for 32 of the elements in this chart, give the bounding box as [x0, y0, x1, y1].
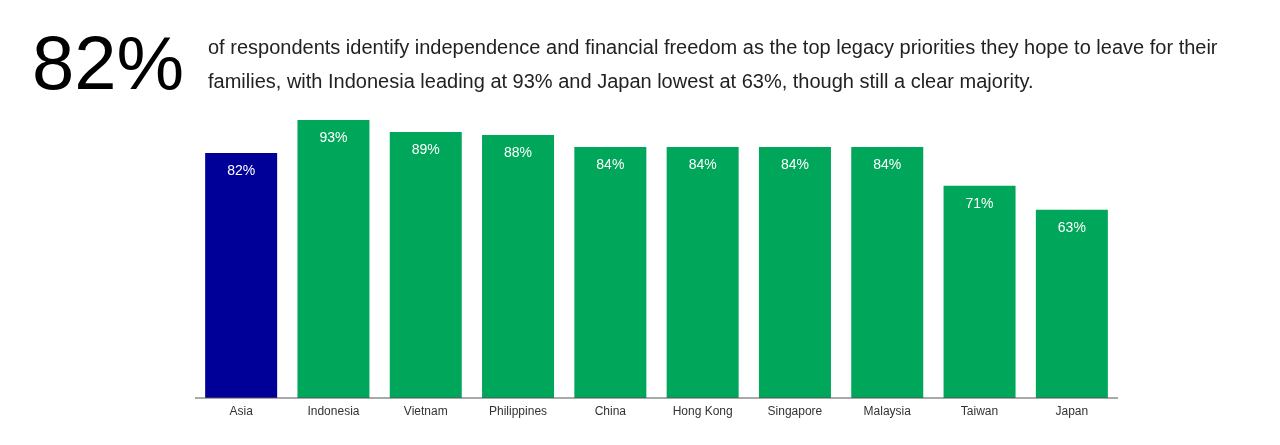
bar: [574, 146, 647, 398]
x-tick-label: Philippines: [489, 403, 548, 418]
x-tick-label: Japan: [1055, 403, 1089, 418]
chart-title: 82%: [32, 20, 185, 106]
bar: [758, 146, 831, 398]
data-label: 88%: [504, 143, 533, 160]
x-tick-label: Hong Kong: [672, 403, 733, 418]
bar: [666, 146, 739, 398]
x-tick-label: China: [594, 403, 627, 418]
data-label: 84%: [873, 155, 902, 172]
bar: [297, 120, 370, 398]
chart-subtitle: of respondents identify independence and financial freedom as the top legacy priorities they hope to leave for their families, with Indonesia leading at 93% and Japan lowest at 63%, though still a clear majority.: [208, 35, 1219, 94]
x-tick-label: Malaysia: [863, 403, 912, 418]
data-label: 84%: [688, 155, 717, 172]
data-label: 84%: [780, 155, 809, 172]
x-tick-label: Indonesia: [307, 403, 360, 418]
data-label: 82%: [227, 161, 256, 178]
bar: [482, 134, 555, 398]
x-tick-label: Singapore: [767, 403, 823, 418]
data-label: 93%: [319, 128, 348, 145]
x-tick-label: Asia: [229, 403, 254, 418]
bar: [1035, 209, 1108, 398]
data-label: 84%: [596, 155, 625, 172]
bar: [205, 152, 278, 398]
data-label: 71%: [965, 194, 994, 211]
x-tick-label: Vietnam: [403, 403, 448, 418]
bar: [943, 185, 1016, 398]
bar: [389, 131, 462, 398]
data-label: 63%: [1057, 218, 1086, 235]
bar: [851, 146, 924, 398]
data-label: 89%: [411, 140, 440, 157]
x-tick-label: Taiwan: [960, 403, 999, 418]
